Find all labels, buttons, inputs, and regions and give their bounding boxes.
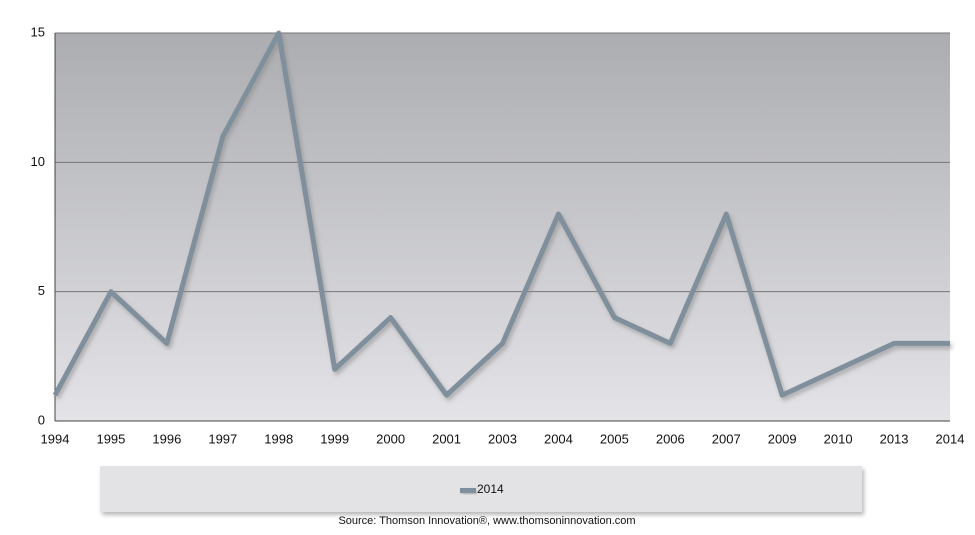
y-tick-label: 15: [31, 24, 45, 39]
x-tick-label: 1998: [264, 431, 293, 446]
x-tick-label: 2000: [376, 431, 405, 446]
x-tick-label: 2009: [768, 431, 797, 446]
x-tick-label: 1994: [41, 431, 70, 446]
plot-area: [55, 33, 950, 421]
x-tick-label: 2007: [712, 431, 741, 446]
x-tick-label: 2010: [824, 431, 853, 446]
x-tick-label: 2003: [488, 431, 517, 446]
x-tick-label: 2001: [432, 431, 461, 446]
x-tick-label: 1999: [320, 431, 349, 446]
x-tick-label: 2013: [880, 431, 909, 446]
legend-label: 2014: [477, 482, 504, 496]
source-note: Source: Thomson Innovation®, www.thomson…: [338, 515, 635, 527]
x-tick-label: 2005: [600, 431, 629, 446]
y-tick-label: 5: [38, 283, 45, 298]
x-tick-label: 2014: [936, 431, 965, 446]
x-tick-label: 1995: [96, 431, 125, 446]
series-line: [52, 30, 950, 398]
y-tick-label: 0: [38, 412, 45, 427]
x-tick-label: 2006: [656, 431, 685, 446]
legend-box: [100, 466, 862, 512]
x-tick-label: 2004: [544, 431, 573, 446]
x-tick-label: 1996: [152, 431, 181, 446]
y-tick-label: 10: [31, 154, 45, 169]
x-tick-label: 1997: [208, 431, 237, 446]
legend-swatch: [460, 488, 476, 493]
